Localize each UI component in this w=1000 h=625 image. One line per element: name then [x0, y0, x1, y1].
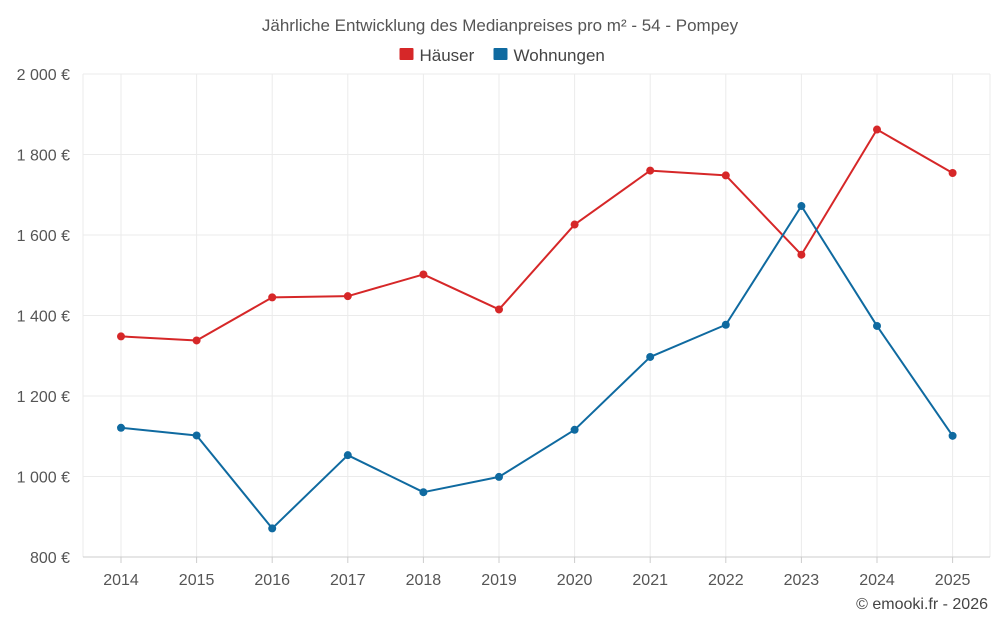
y-tick-label: 1 200 € — [17, 389, 70, 406]
data-point-haeuser[interactable] — [192, 336, 201, 345]
chart-title: Jährliche Entwicklung des Medianpreises … — [262, 16, 739, 35]
data-point-wohnungen[interactable] — [192, 431, 201, 440]
series-line-wohnungen — [120, 205, 954, 530]
x-tick-label: 2017 — [330, 572, 366, 589]
data-point-haeuser[interactable] — [117, 332, 125, 341]
data-point-haeuser[interactable] — [797, 250, 806, 259]
data-point-haeuser[interactable] — [873, 125, 881, 134]
data-point-haeuser[interactable] — [495, 305, 503, 314]
credit-text: © emooki.fr - 2026 — [856, 596, 988, 613]
data-point-wohnungen[interactable] — [948, 431, 957, 440]
legend-swatch-wohnungen — [493, 48, 508, 60]
data-point-wohnungen[interactable] — [117, 423, 125, 432]
data-point-haeuser[interactable] — [268, 293, 277, 302]
data-point-haeuser[interactable] — [948, 169, 957, 178]
data-point-wohnungen[interactable] — [646, 352, 655, 361]
x-tick-label: 2024 — [859, 572, 895, 589]
x-tick-label: 2019 — [481, 572, 517, 589]
data-point-wohnungen[interactable] — [721, 320, 730, 329]
data-point-haeuser[interactable] — [419, 270, 428, 279]
data-point-haeuser[interactable] — [646, 166, 655, 175]
y-tick-label: 1 800 € — [17, 148, 70, 165]
x-tick-label: 2021 — [632, 572, 668, 589]
x-tick-label: 2018 — [406, 572, 442, 589]
y-tick-label: 800 € — [30, 550, 70, 567]
axes: 800 € 1 000 € 1 200 € 1 400 € 1 600 € 1 800 €… — [17, 67, 990, 589]
data-point-wohnungen[interactable] — [797, 202, 806, 211]
legend-swatch-haeuser — [399, 48, 414, 60]
series-layer — [117, 125, 957, 533]
x-tick-label: 2022 — [708, 572, 744, 589]
x-tick-label: 2016 — [254, 572, 290, 589]
y-tick-label: 1 400 € — [17, 309, 70, 326]
x-tick-label: 2020 — [557, 572, 593, 589]
x-tick-label: 2025 — [935, 572, 971, 589]
data-point-wohnungen[interactable] — [268, 524, 277, 533]
legend-label-wohnungen[interactable]: Wohnungen — [514, 46, 605, 65]
x-tick-label: 2015 — [179, 572, 215, 589]
data-point-wohnungen[interactable] — [495, 472, 503, 481]
legend-label-haeuser[interactable]: Häuser — [420, 46, 475, 65]
data-point-haeuser[interactable] — [570, 220, 579, 229]
y-tick-label: 1 600 € — [17, 228, 70, 245]
legend[interactable]: Häuser Wohnungen — [399, 46, 605, 65]
y-tick-label: 2 000 € — [17, 67, 70, 84]
data-point-haeuser[interactable] — [343, 292, 352, 301]
data-point-haeuser[interactable] — [721, 171, 730, 180]
y-tick-label: 1 000 € — [17, 470, 70, 487]
x-tick-label: 2014 — [103, 572, 139, 589]
data-point-wohnungen[interactable] — [419, 488, 428, 497]
data-point-wohnungen[interactable] — [343, 451, 352, 460]
grid — [82, 73, 991, 558]
data-point-wohnungen[interactable] — [570, 425, 579, 434]
series-line-haeuser — [120, 128, 954, 342]
x-tick-label: 2023 — [784, 572, 820, 589]
data-point-wohnungen[interactable] — [873, 321, 881, 330]
